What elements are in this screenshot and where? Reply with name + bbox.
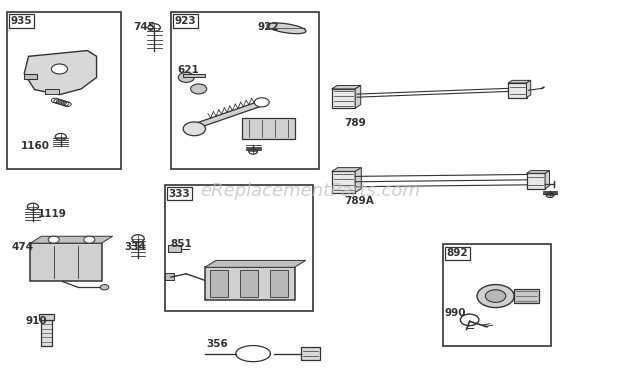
Text: 356: 356 — [206, 339, 228, 349]
Text: 910: 910 — [25, 316, 47, 326]
Bar — [165, 273, 174, 280]
Circle shape — [254, 98, 269, 107]
Bar — [242, 118, 294, 139]
Polygon shape — [355, 167, 361, 192]
Polygon shape — [30, 236, 113, 243]
Text: 935: 935 — [11, 16, 32, 26]
Polygon shape — [332, 167, 361, 171]
Bar — [30, 243, 102, 281]
Ellipse shape — [267, 23, 306, 33]
Bar — [443, 244, 551, 346]
Bar — [514, 289, 539, 303]
Bar — [301, 348, 320, 360]
Bar — [332, 171, 355, 192]
Circle shape — [51, 64, 68, 74]
Circle shape — [132, 235, 144, 243]
Polygon shape — [526, 80, 531, 97]
Text: 745: 745 — [134, 22, 156, 32]
Bar — [508, 83, 526, 97]
Text: 621: 621 — [177, 65, 199, 75]
Circle shape — [84, 236, 95, 243]
Polygon shape — [205, 260, 306, 267]
Circle shape — [148, 24, 161, 32]
Text: 922: 922 — [257, 22, 279, 32]
Circle shape — [546, 193, 554, 198]
Bar — [270, 270, 288, 297]
Bar — [526, 173, 545, 189]
Circle shape — [249, 149, 257, 154]
Bar — [168, 245, 181, 252]
Bar — [41, 320, 52, 346]
Polygon shape — [186, 100, 267, 131]
Bar — [39, 314, 54, 320]
Polygon shape — [355, 85, 361, 108]
Polygon shape — [332, 85, 361, 89]
Circle shape — [27, 203, 38, 210]
Circle shape — [100, 285, 108, 290]
Bar — [205, 267, 294, 300]
Circle shape — [183, 122, 205, 136]
Polygon shape — [24, 74, 37, 79]
Bar — [7, 12, 122, 169]
Text: 1119: 1119 — [38, 209, 67, 219]
Bar — [240, 270, 259, 297]
Text: 1160: 1160 — [20, 141, 50, 151]
Bar — [332, 89, 355, 108]
Polygon shape — [526, 171, 549, 173]
Text: 851: 851 — [171, 239, 193, 249]
Text: 892: 892 — [447, 248, 468, 258]
Text: 990: 990 — [445, 308, 466, 318]
Text: 333: 333 — [169, 189, 190, 199]
Bar — [210, 270, 228, 297]
Text: eReplacementParts.com: eReplacementParts.com — [200, 182, 420, 199]
Bar — [171, 12, 319, 169]
Text: 789A: 789A — [344, 196, 374, 206]
Polygon shape — [545, 171, 549, 189]
Text: 334: 334 — [125, 242, 146, 252]
Polygon shape — [24, 50, 97, 95]
Circle shape — [190, 84, 206, 94]
Polygon shape — [45, 89, 60, 94]
Text: 789: 789 — [344, 118, 366, 128]
Text: 923: 923 — [174, 16, 196, 26]
Text: 474: 474 — [12, 242, 34, 252]
Polygon shape — [508, 80, 531, 83]
Circle shape — [485, 290, 506, 302]
Circle shape — [477, 285, 514, 308]
Bar — [165, 185, 313, 311]
Circle shape — [48, 236, 60, 243]
Polygon shape — [183, 74, 205, 77]
Circle shape — [178, 72, 194, 82]
Circle shape — [55, 134, 66, 140]
